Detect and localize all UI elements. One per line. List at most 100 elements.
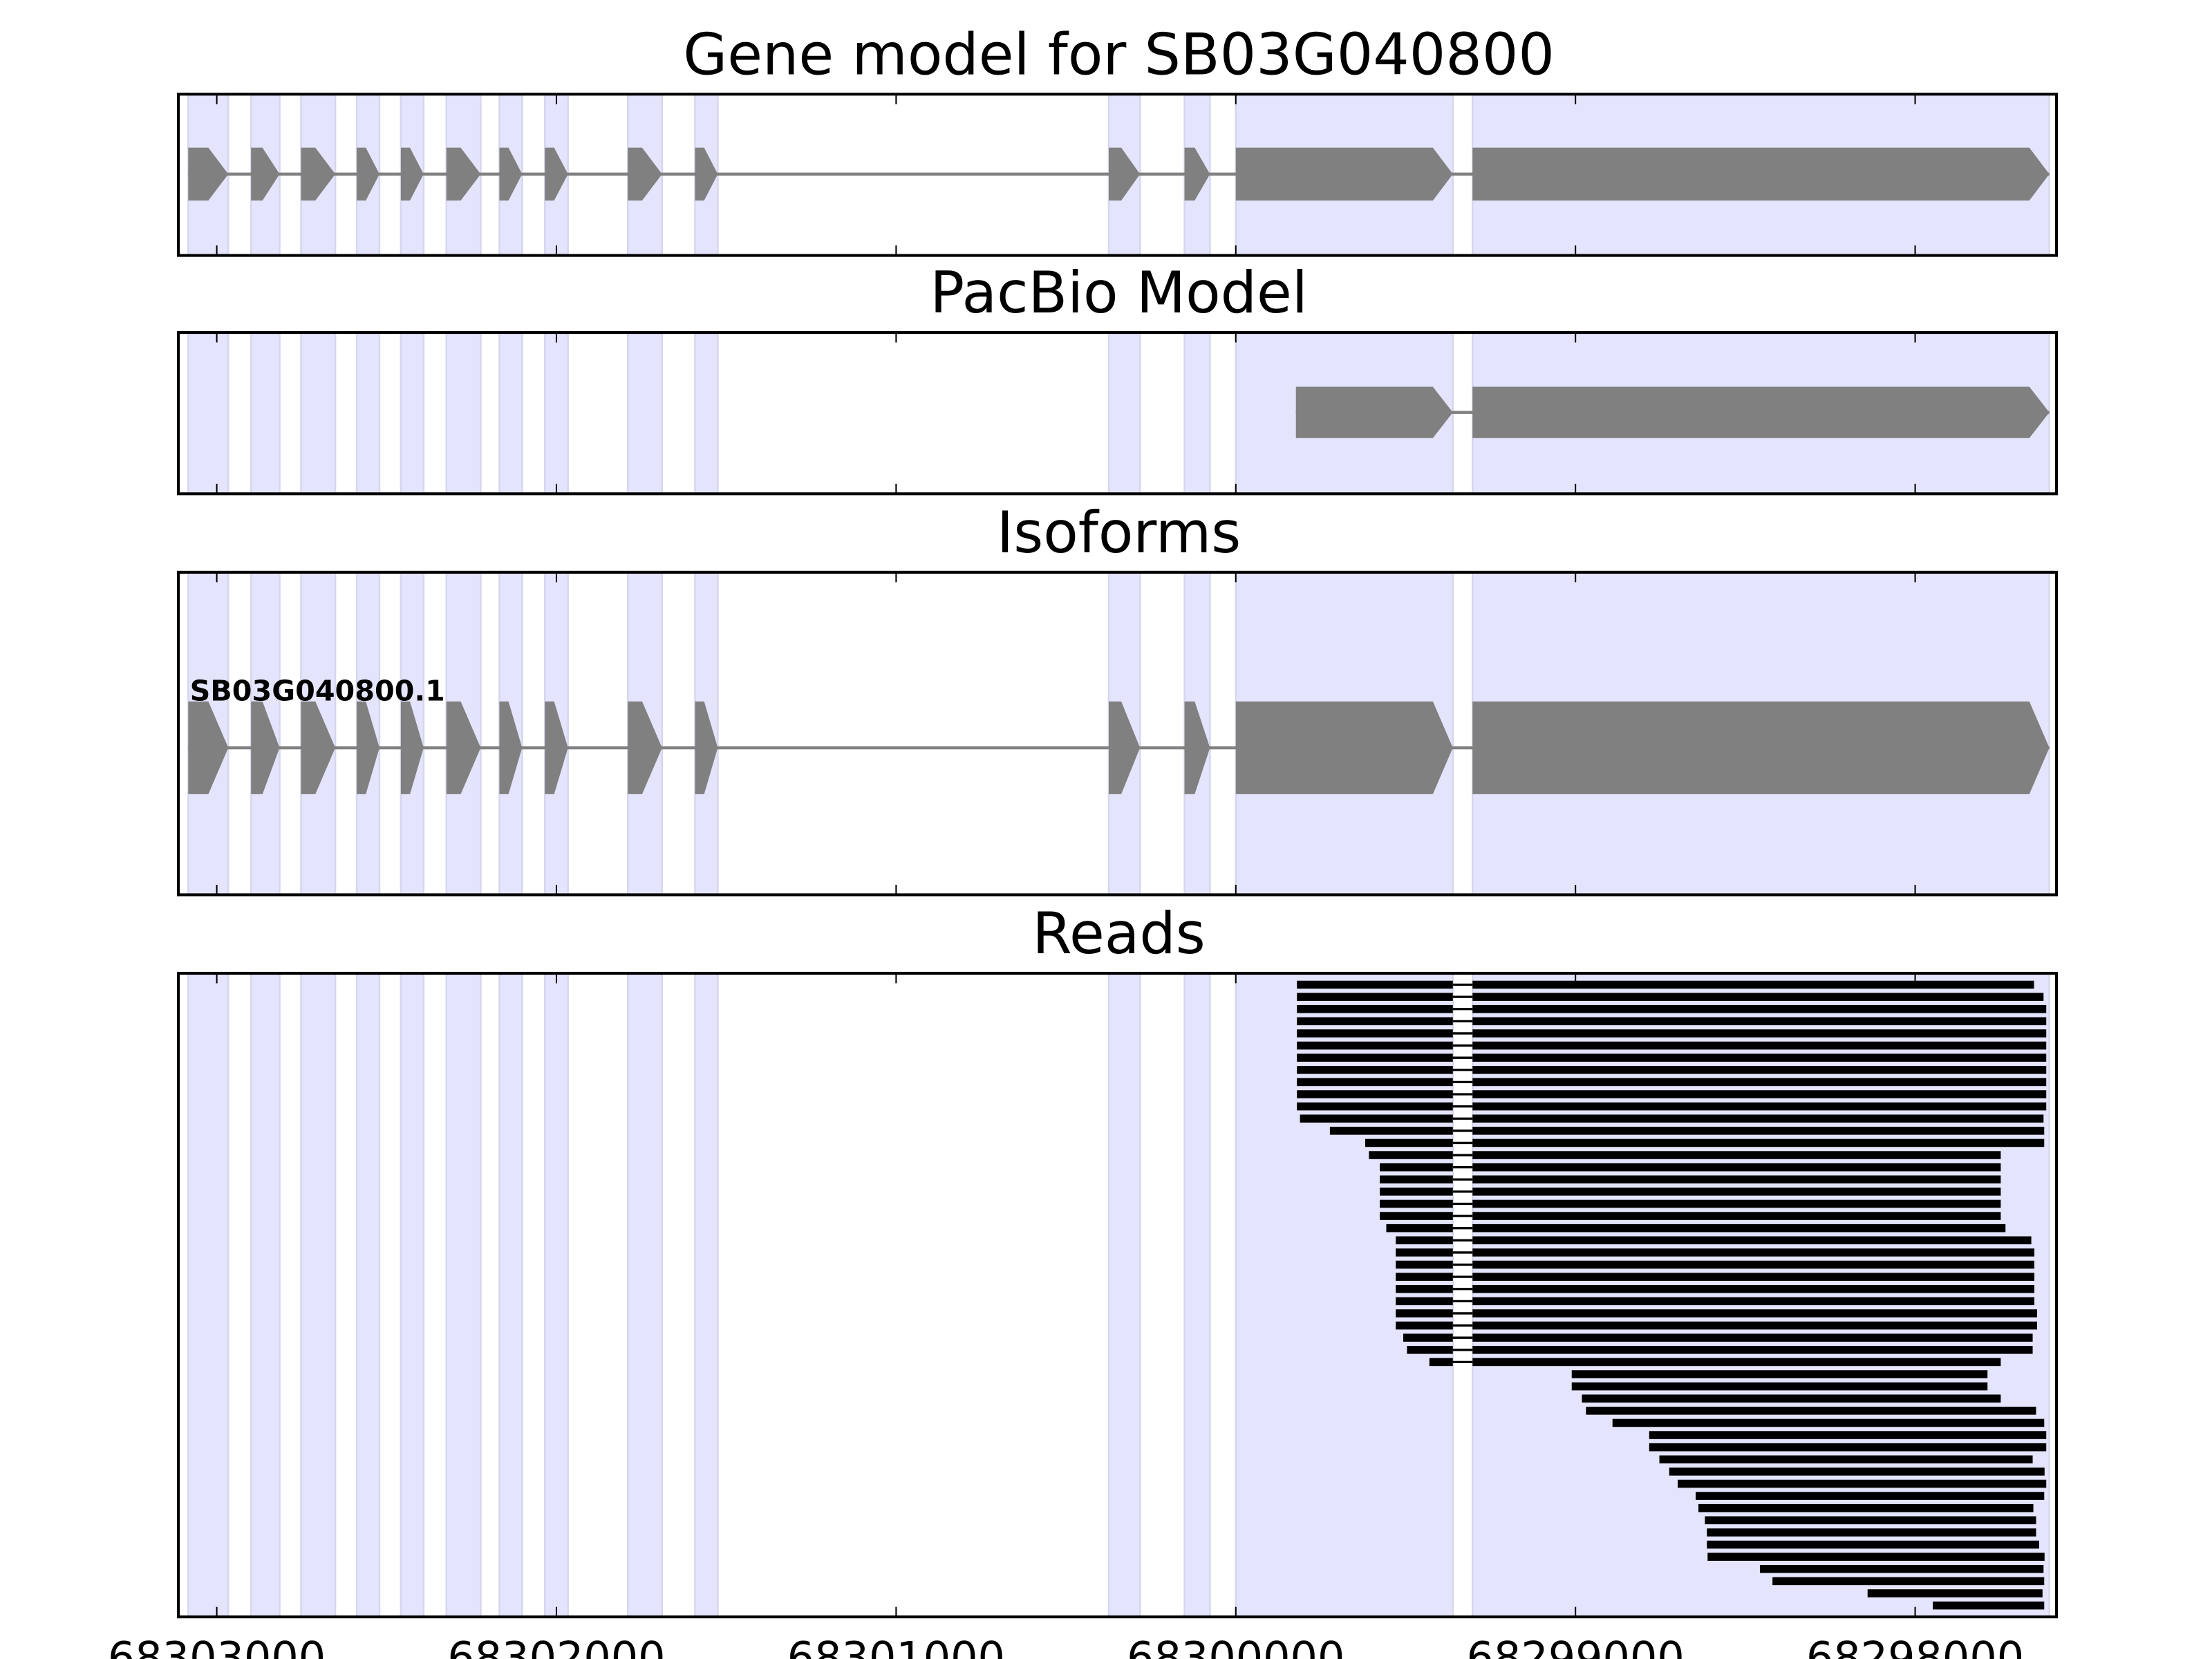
read-segment (1297, 1017, 1453, 1026)
exon (446, 701, 481, 794)
read-segment (1472, 1163, 2001, 1172)
read-segment (1380, 1199, 1453, 1208)
exon (188, 701, 229, 794)
exon (400, 147, 424, 201)
read (1649, 1431, 2047, 1439)
read-segment (1365, 1138, 1453, 1147)
exon (357, 147, 379, 201)
read-segment (1472, 1212, 2001, 1220)
exon-shade-region (1183, 331, 1211, 495)
read (1759, 1564, 2044, 1573)
read-segment (1472, 1346, 2033, 1354)
exon-shade-region (445, 331, 482, 495)
axes-frame (177, 330, 2059, 496)
read-segment (1396, 1260, 1453, 1269)
x-tick-label: 68301000 (787, 1633, 1005, 1659)
exon-shade-region (544, 972, 569, 1618)
panel-title-isoforms: Isoforms (997, 500, 1241, 566)
read-segment (1429, 1358, 1453, 1367)
exon-shade-region (187, 972, 229, 1618)
exon (1472, 147, 2050, 201)
exon (301, 701, 336, 794)
exon-shade-region (1107, 972, 1141, 1618)
read-segment (1472, 1138, 2045, 1147)
exon (301, 147, 336, 201)
exon (357, 701, 379, 794)
exon (695, 701, 718, 794)
read-segment (1329, 1127, 1453, 1135)
panel-3 (177, 971, 2059, 1619)
panel-0 (177, 93, 2059, 257)
read (1612, 1418, 2045, 1427)
exon (1108, 147, 1141, 201)
read-segment (1396, 1248, 1453, 1257)
read-segment (1472, 1114, 2044, 1123)
exon (1184, 147, 1210, 201)
x-tick-label: 68303000 (108, 1633, 326, 1659)
read-segment (1407, 1346, 1453, 1354)
read-segment (1472, 1017, 2047, 1026)
exon (188, 147, 229, 201)
read-segment (1472, 1090, 2047, 1098)
exon (400, 701, 424, 794)
exon-shade-region (1183, 972, 1211, 1618)
read-segment (1380, 1188, 1453, 1196)
read-segment (1472, 1333, 2033, 1342)
read-segment (1472, 1358, 2001, 1367)
read (1707, 1540, 2039, 1549)
x-tick-label: 68299000 (1467, 1633, 1685, 1659)
read-segment (1472, 1175, 2001, 1184)
read-segment (1297, 1078, 1453, 1087)
read (1696, 1492, 2045, 1500)
read (1571, 1382, 1988, 1391)
read-segment (1396, 1284, 1453, 1293)
axes-frame (177, 570, 2059, 897)
exon (1235, 701, 1453, 794)
read (1659, 1455, 2033, 1464)
x-tick-label: 68298000 (1806, 1633, 2024, 1659)
read-segment (1300, 1114, 1453, 1123)
axes-frame (177, 971, 2059, 1619)
exon-shade-region (300, 972, 337, 1618)
exon (695, 147, 718, 201)
read-segment (1396, 1321, 1453, 1330)
read-segment (1396, 1273, 1453, 1281)
read-segment (1386, 1224, 1453, 1232)
read-segment (1297, 1090, 1453, 1098)
read-segment (1472, 1260, 2035, 1269)
read-segment (1403, 1333, 1453, 1342)
exon-shade-region (187, 331, 229, 495)
read-segment (1472, 993, 2044, 1001)
exon (628, 701, 662, 794)
read (1586, 1407, 2036, 1415)
read (1669, 1468, 2045, 1476)
read-segment (1380, 1175, 1453, 1184)
exon-shade-region (694, 972, 719, 1618)
read-segment (1369, 1151, 1453, 1159)
read-segment (1472, 1102, 2047, 1111)
panel-title-gene-model: Gene model for SB03G040800 (683, 21, 1555, 88)
exon (499, 147, 523, 201)
read-segment (1472, 1236, 2032, 1245)
read-segment (1472, 1053, 2047, 1062)
x-tick-label: 68302000 (447, 1633, 665, 1659)
exon (251, 147, 280, 201)
read-segment (1297, 1004, 1453, 1013)
read (1649, 1443, 2047, 1452)
exon-shade-region (445, 972, 482, 1618)
exon-shade-region (400, 972, 425, 1618)
exon (1295, 386, 1453, 438)
read-segment (1472, 1224, 2006, 1232)
read-segment (1472, 1041, 2047, 1050)
read-segment (1472, 1321, 2037, 1330)
read (1772, 1577, 2045, 1586)
read-segment (1472, 1309, 2037, 1318)
panel-title-reads: Reads (1032, 901, 1206, 967)
exon-shade-region (355, 331, 381, 495)
exon (1184, 701, 1210, 794)
read-segment (1472, 1273, 2035, 1281)
read-segment (1297, 993, 1453, 1001)
exon (628, 147, 662, 201)
read (1678, 1479, 2047, 1488)
exon-shade-region (626, 972, 664, 1618)
